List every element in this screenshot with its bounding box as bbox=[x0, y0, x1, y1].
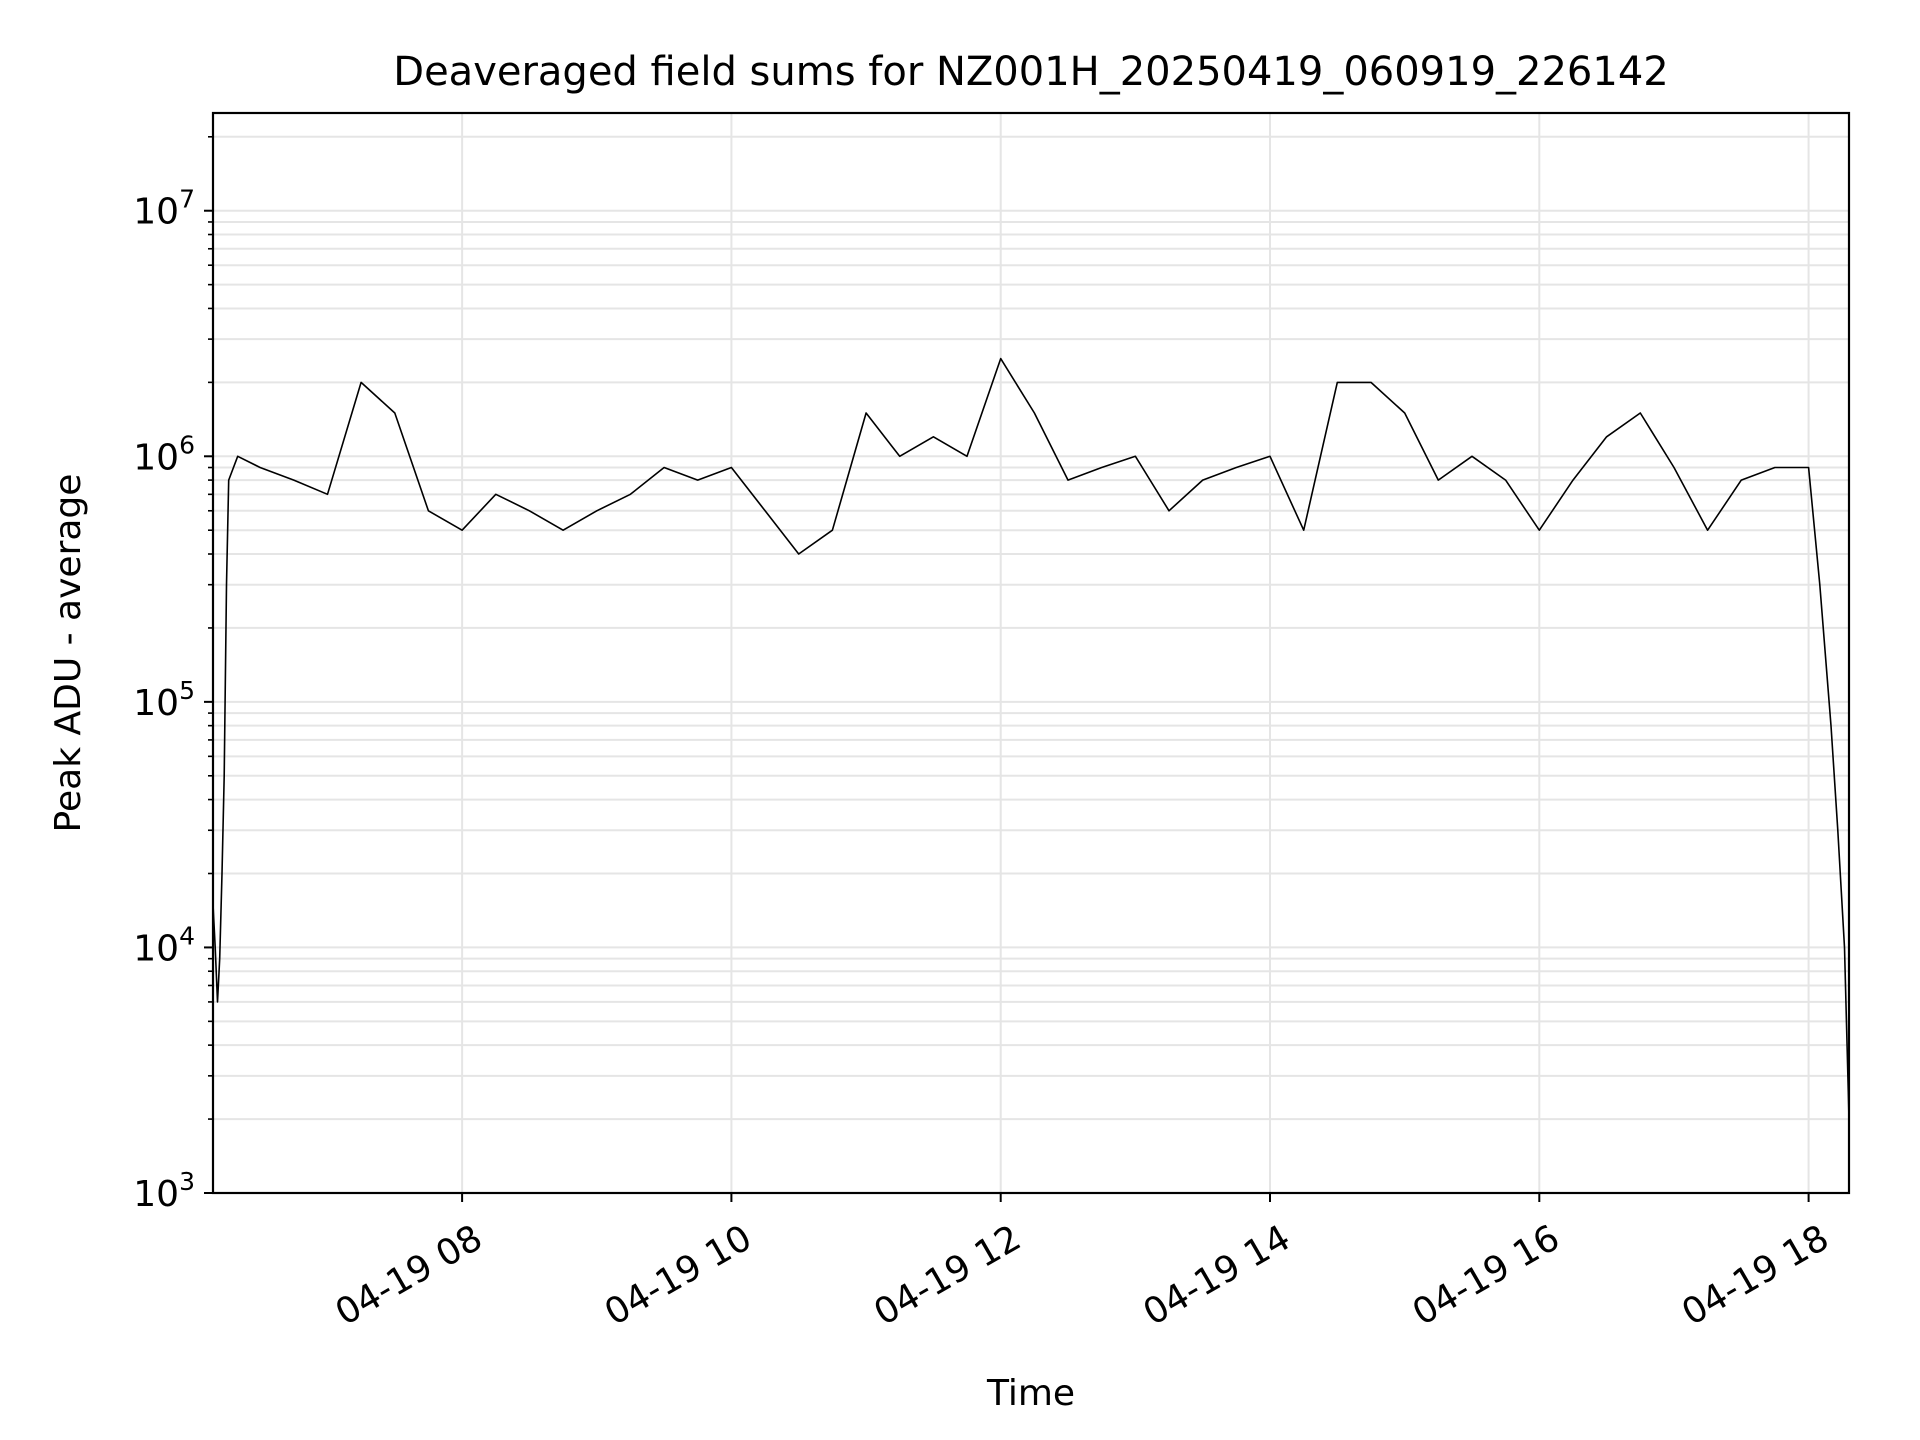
plot-frame bbox=[211, 111, 1851, 1195]
series-line bbox=[212, 357, 1850, 1120]
plot-data bbox=[212, 357, 1850, 1120]
chart-title: Deaveraged field sums for NZ001H_2025041… bbox=[393, 49, 1668, 95]
y-tick-label: 104 bbox=[133, 921, 195, 969]
y-tick-label: 105 bbox=[133, 676, 195, 724]
y-tick-label: 106 bbox=[133, 430, 195, 478]
y-axis-label: Peak ADU - average bbox=[48, 474, 89, 833]
grid bbox=[213, 113, 1849, 1194]
x-axis-label: Time bbox=[986, 1373, 1075, 1414]
y-tick-label: 103 bbox=[133, 1167, 195, 1215]
y-tick-label: 107 bbox=[133, 185, 195, 233]
